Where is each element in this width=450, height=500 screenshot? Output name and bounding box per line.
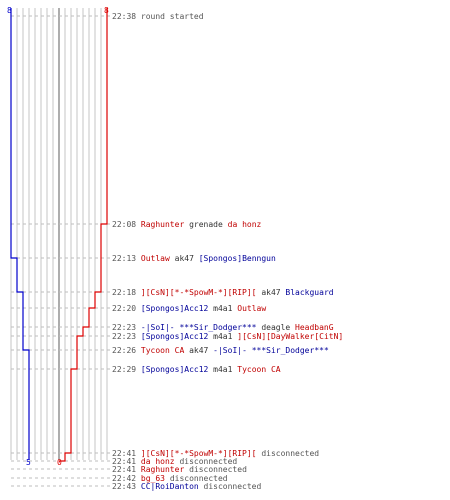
event-time: 22:23: [112, 332, 141, 341]
player-name-blue: [Spongos]Acc12: [140, 332, 209, 341]
player-name-blue: -|SoI|- ***Sir_Dodger***: [140, 323, 257, 332]
event-row: 22:23 -|SoI|- ***Sir_Dodger*** deagle He…: [112, 323, 334, 332]
event-text: disconnected: [184, 465, 247, 474]
event-time: 22:43: [112, 482, 141, 491]
player-name-red: HeadbanG: [295, 323, 334, 332]
event-row: 22:29 [Spongos]Acc12 m4a1 Tycoon CA: [112, 365, 281, 374]
red-start-count: 8: [104, 6, 109, 15]
player-name-red: ][CsN][*-*SpowM-*][RIP][: [140, 449, 257, 458]
player-name-red: Outlaw: [140, 254, 170, 263]
event-row: 22:20 [Spongos]Acc12 m4a1 Outlaw: [112, 304, 266, 313]
event-text: deagle: [256, 323, 296, 332]
blue-team-alive-line: [10, 8, 30, 460]
event-text: ak47: [256, 288, 286, 297]
event-time: 22:08: [112, 220, 141, 229]
event-time: 22:13: [112, 254, 141, 263]
event-row: 22:23 [Spongos]Acc12 m4a1 ][CsN][DayWalk…: [112, 332, 343, 341]
event-text: disconnected: [198, 482, 262, 491]
player-name-red: Tycoon CA: [237, 365, 281, 374]
event-text: disconnected: [174, 457, 238, 466]
player-name-red: bg_63: [140, 474, 165, 483]
event-time: 22:41: [112, 457, 141, 466]
player-name-red: ][CsN][*-*SpowM-*][RIP][: [140, 288, 257, 297]
player-name-blue: -|SoI|- ***Sir_Dodger***: [213, 346, 329, 355]
event-row: 22:18 ][CsN][*-*SpowM-*][RIP][ ak47 Blac…: [112, 288, 334, 297]
event-row: 22:42 bg_63 disconnected: [112, 474, 228, 483]
player-name-red: Raghunter: [140, 465, 185, 474]
player-name-red: Tycoon CA: [140, 346, 185, 355]
player-name-red: ][CsN][DayWalker[CitN]: [237, 332, 344, 341]
event-text: disconnected: [165, 474, 228, 483]
event-time: 22:26: [112, 346, 141, 355]
player-name-red: Raghunter: [140, 220, 185, 229]
player-name-blue: Blackguard: [285, 288, 334, 297]
player-name-red: da honz: [227, 220, 262, 229]
player-name-blue: [Spongos]Benngun: [198, 254, 276, 263]
player-name-blue: CC|RoiDanton: [140, 482, 199, 491]
player-name-blue: [Spongos]Acc12: [140, 304, 209, 313]
event-text: ak47: [184, 346, 214, 355]
event-text: m4a1: [208, 365, 238, 374]
event-time: 22:18: [112, 288, 141, 297]
event-time: 22:41: [112, 449, 141, 458]
event-text: m4a1: [208, 304, 238, 313]
player-name-blue: [Spongos]Acc12: [140, 365, 209, 374]
graph-grid: [10, 8, 108, 460]
player-name-red: da honz: [140, 457, 175, 466]
event-row: 22:08 Raghunter grenade da honz: [112, 220, 261, 229]
event-row: 22:38 round started: [112, 12, 204, 21]
blue-start-count: 8: [7, 6, 12, 15]
event-row: 22:26 Tycoon CA ak47 -|SoI|- ***Sir_Dodg…: [112, 346, 329, 355]
red-team-alive-line: [59, 8, 108, 462]
event-text: grenade: [184, 220, 228, 229]
event-time: 22:42: [112, 474, 141, 483]
event-text: m4a1: [208, 332, 238, 341]
event-row: 22:41 da honz disconnected: [112, 457, 237, 466]
event-text: ak47: [169, 254, 199, 263]
red-end-count: 0: [57, 458, 62, 467]
event-text: round started: [140, 12, 204, 21]
event-row: 22:13 Outlaw ak47 [Spongos]Benngun: [112, 254, 276, 263]
event-time: 22:20: [112, 304, 141, 313]
event-row: 22:41 ][CsN][*-*SpowM-*][RIP][ disconnec…: [112, 449, 319, 458]
event-time: 22:38: [112, 12, 141, 21]
blue-end-count: 5: [26, 458, 31, 467]
event-row: 22:41 Raghunter disconnected: [112, 465, 247, 474]
event-text: disconnected: [256, 449, 320, 458]
event-time: 22:29: [112, 365, 141, 374]
event-row: 22:43 CC|RoiDanton disconnected: [112, 482, 261, 491]
event-time: 22:41: [112, 465, 141, 474]
event-time: 22:23: [112, 323, 141, 332]
player-name-red: Outlaw: [237, 304, 267, 313]
